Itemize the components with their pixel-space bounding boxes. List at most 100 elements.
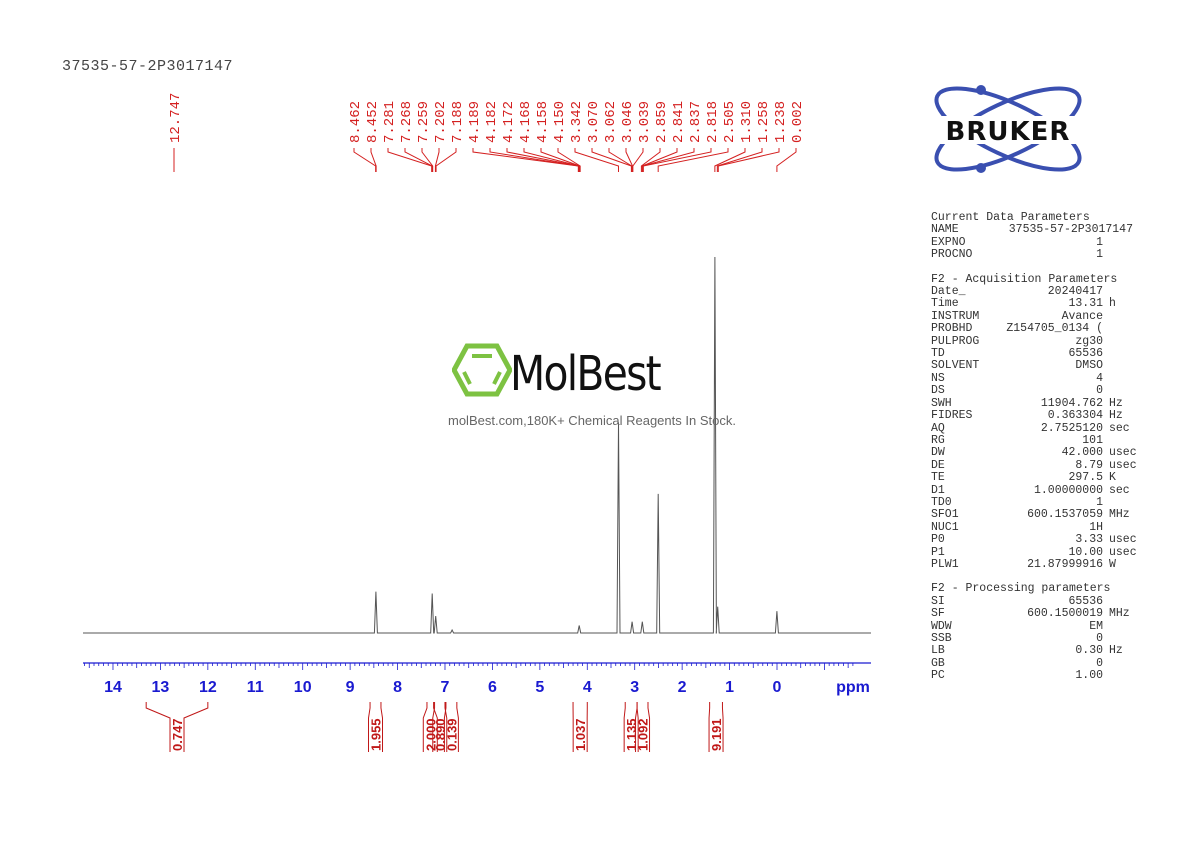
integral-region: 1.092 [635, 702, 651, 752]
peak-label: 2.837 [688, 101, 704, 143]
param-row: TD0 1 [931, 495, 1103, 509]
watermark-brand: MolBest [510, 346, 662, 402]
param-row: RG 101 [931, 433, 1103, 447]
param-row: D1 1.00000000 sec [931, 483, 1130, 497]
x-tick-label: 8 [393, 679, 402, 696]
param-row: GB 0 [931, 656, 1103, 670]
param-row: DE 8.79 usec [931, 458, 1137, 472]
param-row: WDW EM [931, 619, 1103, 633]
x-tick-label: 14 [104, 679, 122, 696]
peak-label: 1.258 [756, 101, 772, 143]
peak-label: 3.062 [603, 101, 619, 143]
x-tick-label: 11 [247, 679, 264, 696]
atom-orbit-icon: BRUKER [924, 85, 1092, 173]
peak-label: 8.452 [365, 101, 381, 143]
integral-value: 1.092 [636, 718, 651, 751]
peak-label: 7.281 [382, 101, 398, 143]
x-tick-label: 13 [152, 679, 170, 696]
param-row: PROBHD Z154705_0134 ( [931, 322, 1103, 336]
param-row: SSB 0 [931, 632, 1103, 645]
param-row: TE 297.5 K [931, 471, 1116, 485]
peak-label: 2.859 [654, 101, 670, 143]
peak-label: 2.505 [722, 101, 738, 143]
x-tick-label: 9 [346, 679, 355, 696]
integral-region: 0.747 [145, 702, 209, 752]
x-tick-label: 1 [725, 679, 734, 696]
peak-label: 7.259 [416, 101, 432, 143]
param-row: SWH 11904.762 Hz [931, 396, 1123, 410]
param-row: SI 65536 [931, 594, 1103, 608]
params-section-title: Current Data Parameters [931, 211, 1090, 224]
integral-value: 9.191 [709, 718, 724, 751]
svg-text:12.747: 12.747 [168, 93, 184, 143]
params-section-title: F2 - Acquisition Parameters [931, 272, 1118, 286]
param-row: SF 600.1500019 MHz [931, 607, 1130, 621]
peak-label: 4.168 [518, 101, 534, 143]
peak-label: 2.841 [671, 101, 687, 143]
acquisition-parameters-panel: Current Data Parameters NAME 37535-57-2P30… [931, 211, 1139, 683]
x-tick-label: 5 [535, 679, 544, 696]
peak-label: 2.818 [705, 101, 721, 143]
param-row: PULPROG zg30 [931, 334, 1103, 348]
peak-label: 7.268 [399, 101, 415, 143]
param-row: PC 1.00 [931, 669, 1103, 683]
param-row: LB 0.30 Hz [931, 644, 1123, 658]
peak-label: 4.189 [467, 101, 483, 143]
param-row: DS 0 [931, 384, 1103, 398]
peak-label-group: 12.747 8.462 8.452 7.281 7.268 7.259 7.202 7.18… [168, 93, 806, 172]
peak-label: 4.150 [552, 101, 568, 143]
param-row: P0 3.33 usec [931, 533, 1137, 547]
peak-label: 3.070 [586, 101, 602, 143]
peak-label: 3.046 [620, 101, 636, 143]
integral-region: 2.000 [422, 702, 438, 752]
watermark-tagline: molBest.com,180K+ Chemical Reagents In S… [448, 413, 736, 428]
bruker-logo: BRUKER [920, 82, 1100, 177]
x-tick-label: 7 [441, 679, 450, 696]
peak-label: 3.039 [637, 101, 653, 143]
peak-label: 8.462 [348, 101, 364, 143]
peak-label: 0.002 [790, 101, 806, 143]
integral-value: 0.139 [444, 718, 459, 751]
peak-label: 4.182 [484, 101, 500, 143]
integral-value: 2.000 [423, 718, 438, 751]
peak-label: 7.188 [450, 101, 466, 143]
integral-region: 9.191 [708, 702, 724, 752]
integral-value: 1.955 [369, 718, 384, 751]
peak-label: 7.202 [433, 101, 449, 143]
param-row: FIDRES 0.363304 Hz [931, 409, 1123, 423]
spectrum-trace [83, 256, 871, 634]
x-axis-label: ppm [836, 679, 870, 696]
peak-label: 4.172 [501, 101, 517, 143]
params-section-title: F2 - Processing parameters [931, 582, 1111, 596]
integral-region: 1.037 [572, 702, 588, 752]
param-row: SOLVENT DMSO [931, 359, 1103, 373]
integral-value: 1.037 [573, 718, 588, 751]
integral-region: 0.139 [443, 702, 459, 752]
x-tick-label: 0 [773, 679, 782, 696]
param-row: P1 10.00 usec [931, 545, 1137, 559]
param-row: Time 13.31 h [931, 297, 1116, 311]
svg-text:BRUKER: BRUKER [946, 117, 1071, 147]
param-row: NUC1 1H [931, 520, 1103, 534]
param-row: DW 42.000 usec [931, 446, 1137, 460]
param-row: SFO1 600.1537059 MHz [931, 508, 1130, 522]
peak-label: 1.238 [773, 101, 789, 143]
param-row: NS 4 [931, 371, 1103, 385]
x-tick-label: 3 [630, 679, 639, 696]
sample-title: 37535-57-2P3017147 [62, 58, 234, 75]
param-row: Date_ 20240417 [931, 285, 1103, 299]
param-row: PLW1 21.87999916 W [931, 557, 1116, 571]
hexagon-logo-icon [452, 343, 512, 397]
x-tick-label: 2 [678, 679, 687, 696]
x-tick-label: 10 [294, 679, 312, 696]
integral-value: 0.747 [170, 718, 185, 751]
param-row: EXPNO 1 [931, 235, 1103, 249]
peak-label: 3.342 [569, 101, 585, 143]
x-tick-label: 12 [199, 679, 217, 696]
peak-label: 1.310 [739, 101, 755, 143]
x-tick-label: 6 [488, 679, 497, 696]
integral-region: 1.955 [368, 702, 384, 752]
param-row: NAME 37535-57-2P3017147 [931, 223, 1133, 237]
x-tick-label: 4 [583, 679, 592, 696]
